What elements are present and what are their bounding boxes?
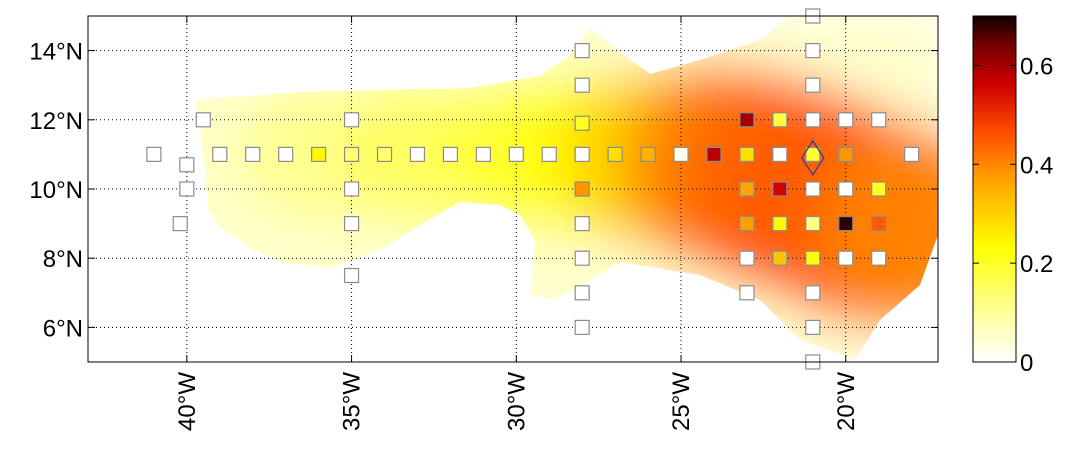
y-tick-label: 14°N	[29, 39, 83, 66]
x-tick-label: 35°W	[339, 372, 366, 431]
station-marker	[805, 319, 821, 335]
y-tick-label: 8°N	[43, 246, 83, 273]
colorbar-tick-label: 0.6	[1020, 53, 1053, 80]
x-tick-label: 20°W	[833, 372, 860, 431]
y-tick-label: 12°N	[29, 108, 83, 135]
station-marker	[574, 181, 590, 197]
diamond-marker	[801, 139, 825, 177]
station-marker	[640, 146, 656, 162]
station-marker	[739, 146, 755, 162]
colorbar-tick-label: 0.2	[1020, 251, 1053, 278]
station-marker	[904, 146, 920, 162]
station-marker	[772, 216, 788, 232]
station-marker	[838, 146, 854, 162]
station-marker	[739, 181, 755, 197]
station-marker	[871, 216, 887, 232]
station-marker	[508, 146, 524, 162]
station-marker	[343, 216, 360, 232]
station-marker	[574, 250, 590, 266]
station-marker	[673, 146, 689, 162]
station-marker	[311, 146, 327, 162]
station-marker	[343, 146, 360, 162]
station-marker	[772, 250, 788, 266]
station-marker	[574, 319, 590, 335]
station-marker	[805, 112, 821, 128]
station-marker	[838, 250, 854, 266]
station-marker	[574, 216, 590, 232]
station-marker	[706, 146, 722, 162]
colorbar: 0 0.2 0.4 0.6	[972, 15, 1053, 377]
station-marker	[739, 112, 755, 128]
station-marker	[838, 181, 854, 197]
station-marker	[772, 112, 788, 128]
station-marker	[409, 146, 426, 162]
station-marker	[442, 146, 459, 162]
station-marker	[475, 146, 491, 162]
station-marker	[343, 181, 360, 197]
station-marker	[805, 146, 821, 162]
axes: 6°N 8°N 10°N 12°N 14°N 40°W 35°W 30°W 25°W 20°W	[29, 16, 938, 431]
station-marker	[805, 77, 821, 93]
station-marker	[574, 146, 590, 162]
station-marker	[805, 285, 821, 301]
station-marker	[805, 181, 821, 197]
station-marker	[838, 112, 854, 128]
colorbar-ticks: 0 0.2 0.4 0.6	[973, 53, 1053, 377]
station-marker	[871, 250, 887, 266]
station-marker	[805, 250, 821, 266]
station-marker	[805, 42, 821, 59]
station-marker	[376, 146, 393, 162]
station-marker	[179, 181, 195, 197]
colorbar-gradient-bar	[972, 15, 1017, 363]
station-marker	[772, 181, 788, 197]
station-marker	[739, 250, 755, 266]
station-marker	[739, 216, 755, 232]
station-marker	[146, 146, 162, 162]
station-marker	[607, 146, 623, 162]
x-tick-label: 25°W	[668, 372, 695, 431]
station-marker	[871, 181, 887, 197]
colorbar-tick-label: 0.4	[1020, 152, 1053, 179]
station-marker	[871, 112, 887, 128]
station-marker	[772, 146, 788, 162]
station-marker	[343, 112, 360, 128]
station-marker	[172, 216, 188, 232]
station-marker	[179, 157, 195, 173]
station-marker	[739, 285, 755, 301]
station-marker	[574, 77, 590, 93]
station-marker	[541, 146, 557, 162]
surface-blob	[817, 127, 938, 334]
station-marker	[805, 216, 821, 232]
station-marker	[574, 115, 590, 131]
y-tick-label: 10°N	[29, 177, 83, 204]
station-marker	[245, 146, 261, 162]
station-marker	[343, 267, 360, 284]
station-marker	[838, 216, 854, 232]
station-marker	[195, 112, 211, 128]
station-markers	[146, 8, 920, 370]
station-marker	[574, 42, 590, 59]
colorbar-tick-label: 0	[1020, 350, 1033, 377]
y-tick-label: 6°N	[43, 315, 83, 342]
station-marker	[574, 285, 590, 301]
station-marker	[278, 146, 294, 162]
station-marker	[212, 146, 228, 162]
x-tick-label: 30°W	[503, 372, 530, 431]
x-tick-label: 40°W	[174, 372, 201, 431]
